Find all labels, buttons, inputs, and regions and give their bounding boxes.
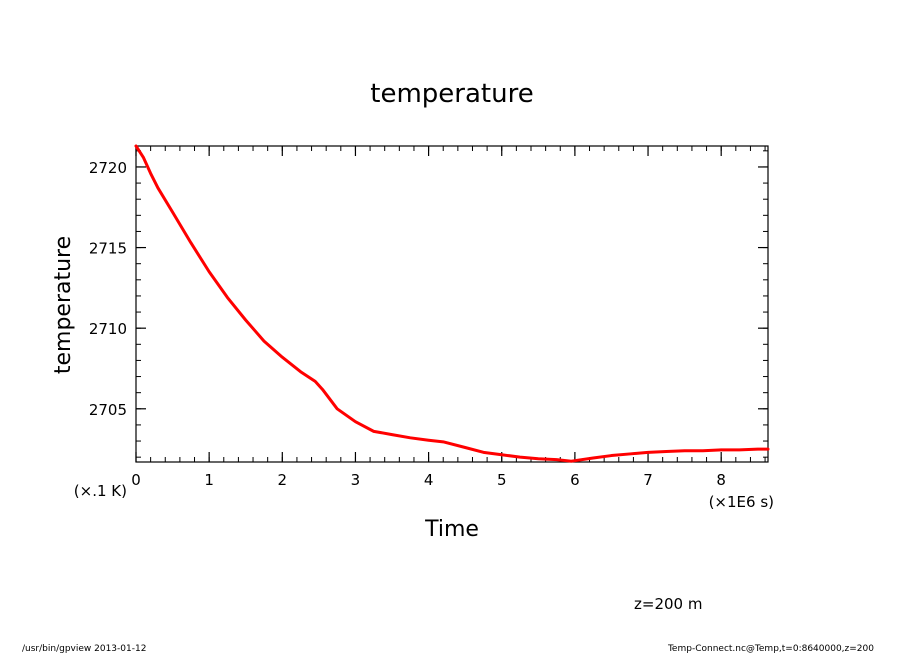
y-tick-label: 2715 (89, 240, 127, 258)
y-tick-labels: 2705 2710 2715 2720 (89, 159, 127, 419)
y-tick-label: 2705 (89, 401, 127, 419)
y-tick-label: 2710 (89, 320, 127, 338)
z-level-annotation: z=200 m (634, 595, 702, 613)
x-tick-label: 6 (570, 471, 580, 489)
chart-title: temperature (370, 79, 533, 109)
x-tick-label: 8 (716, 471, 726, 489)
x-tick-label: 7 (643, 471, 653, 489)
x-tick-label: 2 (278, 471, 288, 489)
x-tick-label: 3 (351, 471, 361, 489)
major-ticks (135, 146, 768, 462)
plot-frame (135, 145, 769, 463)
y-axis-label: temperature (51, 236, 76, 374)
x-tick-label: 1 (204, 471, 214, 489)
footer-right-info: Temp-Connect.nc@Temp,t=0:8640000,z=200 (667, 644, 874, 654)
footer-left-info: /usr/bin/gpview 2013-01-12 (22, 644, 146, 654)
y-unit-label: (×.1 K) (74, 482, 127, 500)
temperature-series-line (134, 144, 770, 463)
plot-area: 0 1 2 3 4 5 6 7 8 2705 2710 2715 2720 (89, 144, 770, 489)
x-tick-label: 5 (497, 471, 507, 489)
x-tick-label: 4 (424, 471, 434, 489)
x-axis-label: Time (424, 517, 479, 542)
x-unit-label: (×1E6 s) (709, 493, 774, 511)
x-tick-labels: 0 1 2 3 4 5 6 7 8 (131, 471, 726, 489)
y-tick-label: 2720 (89, 159, 127, 177)
x-tick-label: 0 (131, 471, 141, 489)
